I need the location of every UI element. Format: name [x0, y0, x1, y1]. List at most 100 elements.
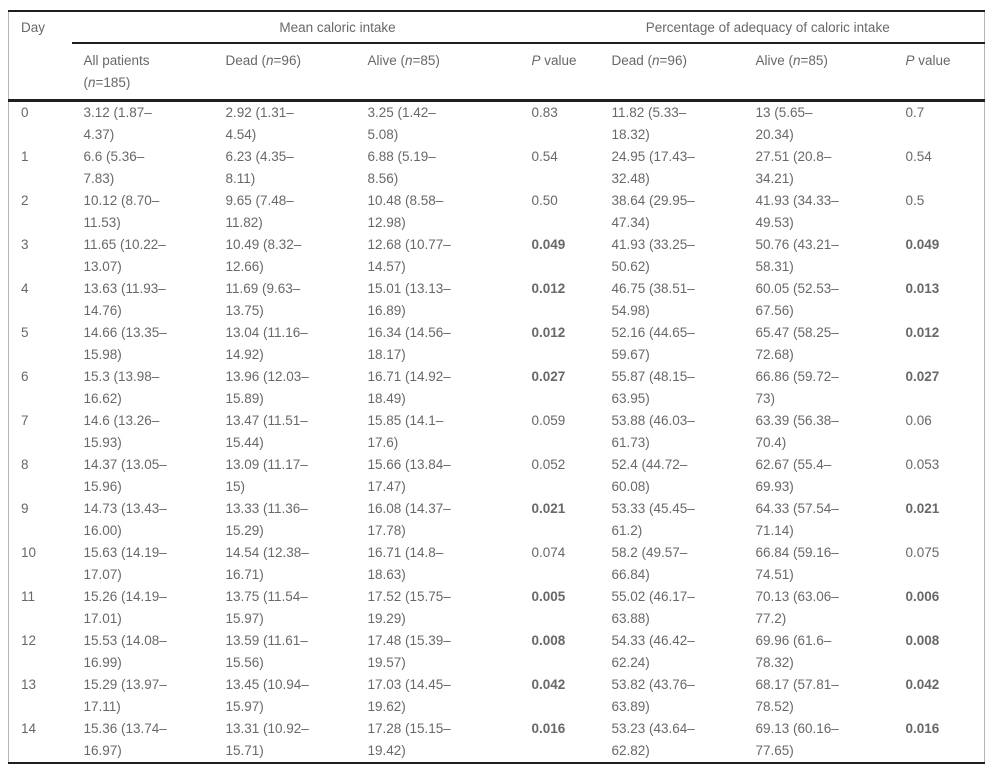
group-header-mean-caloric-intake: Mean caloric intake — [71, 11, 600, 44]
cell-pct-alive: 27.51 (20.8– 34.21) — [755, 149, 832, 186]
table-row: 12 15.53 (14.08– 16.99) 13.59 (11.61– 15.5… — [9, 630, 985, 674]
cell-p-mean: 0.008 — [531, 633, 566, 648]
cell-mean-alive: 16.08 (14.37– 17.78) — [367, 501, 451, 538]
cell-mean-alive: 16.71 (14.8– 18.63) — [367, 545, 444, 582]
cell-mean-alive: 6.88 (5.19– 8.56) — [367, 149, 436, 186]
cell-p-mean: 0.052 — [531, 457, 566, 472]
cell-mean-alive: 15.01 (13.13– 16.89) — [367, 281, 451, 318]
cell-p-mean: 0.059 — [531, 413, 566, 428]
cell-mean-all: 15.3 (13.98– 16.62) — [83, 369, 160, 406]
cell-mean-dead: 9.65 (7.48– 11.82) — [225, 193, 294, 230]
cell-p-pct: 0.016 — [905, 721, 940, 736]
cell-p-pct: 0.008 — [905, 633, 940, 648]
table-row: 3 11.65 (10.22– 13.07) 10.49 (8.32– 12.66)… — [9, 234, 985, 278]
cell-pct-dead: 46.75 (38.51– 54.98) — [611, 281, 695, 318]
column-header-day: Day — [8, 11, 72, 102]
cell-p-pct: 0.027 — [905, 369, 940, 384]
cell-day: 13 — [21, 677, 37, 692]
column-header-mean-dead: Dead (n=96) — [213, 43, 356, 102]
cell-day: 9 — [21, 501, 29, 516]
cell-p-pct: 0.7 — [905, 105, 925, 120]
cell-pct-alive: 66.86 (59.72– 73) — [755, 369, 839, 406]
cell-mean-all: 15.29 (13.97– 17.11) — [83, 677, 167, 714]
cell-mean-all: 15.36 (13.74– 16.97) — [83, 721, 167, 758]
cell-pct-dead: 53.33 (45.45– 61.2) — [611, 501, 695, 538]
cell-pct-alive: 60.05 (52.53– 67.56) — [755, 281, 839, 318]
cell-pct-dead: 55.02 (46.17– 63.88) — [611, 589, 695, 626]
cell-mean-all: 14.37 (13.05– 15.96) — [83, 457, 167, 494]
cell-day: 1 — [21, 149, 29, 164]
cell-p-pct: 0.053 — [905, 457, 940, 472]
cell-pct-alive: 41.93 (34.33– 49.53) — [755, 193, 839, 230]
cell-p-mean: 0.049 — [531, 237, 566, 252]
table-row: 4 13.63 (11.93– 14.76) 11.69 (9.63– 13.75)… — [9, 278, 985, 322]
column-header-mean-alive: Alive (n=85) — [355, 43, 520, 102]
cell-mean-alive: 17.48 (15.39– 19.57) — [367, 633, 451, 670]
cell-mean-dead: 13.33 (11.36– 15.29) — [225, 501, 308, 538]
cell-pct-dead: 11.82 (5.33– 18.32) — [611, 105, 687, 142]
cell-pct-alive: 63.39 (56.38– 70.4) — [755, 413, 839, 450]
cell-p-mean: 0.042 — [531, 677, 566, 692]
cell-day: 0 — [21, 105, 29, 120]
cell-mean-alive: 10.48 (8.58– 12.98) — [367, 193, 444, 230]
cell-p-pct: 0.006 — [905, 589, 940, 604]
cell-mean-alive: 15.66 (13.84– 17.47) — [367, 457, 451, 494]
cell-p-pct: 0.012 — [905, 325, 940, 340]
table-body: 0 3.12 (1.87– 4.37) 2.92 (1.31– 4.54) 3.25 … — [9, 101, 985, 764]
cell-mean-alive: 16.71 (14.92– 18.49) — [367, 369, 451, 406]
table-row: 2 10.12 (8.70– 11.53) 9.65 (7.48– 11.82) 10… — [9, 190, 985, 234]
cell-pct-dead: 52.16 (44.65– 59.67) — [611, 325, 695, 362]
cell-mean-all: 13.63 (11.93– 14.76) — [83, 281, 166, 318]
column-header-pct-p-value: P value — [893, 43, 985, 102]
caloric-intake-table: Day Mean caloric intake Percentage of ad… — [8, 10, 985, 764]
cell-mean-alive: 3.25 (1.42– 5.08) — [367, 105, 436, 142]
cell-pct-dead: 58.2 (49.57– 66.84) — [611, 545, 688, 582]
column-header-mean-p-value: P value — [519, 43, 600, 102]
cell-mean-alive: 17.03 (14.45– 19.62) — [367, 677, 451, 714]
table-row: 13 15.29 (13.97– 17.11) 13.45 (10.94– 15.9… — [9, 674, 985, 718]
table-row: 8 14.37 (13.05– 15.96) 13.09 (11.17– 15) 15… — [9, 454, 985, 498]
cell-mean-all: 10.12 (8.70– 11.53) — [83, 193, 160, 230]
cell-mean-all: 6.6 (5.36– 7.83) — [83, 149, 145, 186]
table-row: 5 14.66 (13.35– 15.98) 13.04 (11.16– 14.92… — [9, 322, 985, 366]
table-row: 6 15.3 (13.98– 16.62) 13.96 (12.03– 15.89)… — [9, 366, 985, 410]
cell-mean-dead: 13.09 (11.17– 15) — [225, 457, 308, 494]
cell-p-mean: 0.50 — [531, 193, 558, 208]
cell-mean-all: 14.73 (13.43– 16.00) — [83, 501, 167, 538]
cell-pct-alive: 68.17 (57.81– 78.52) — [755, 677, 839, 714]
column-header-pct-alive: Alive (n=85) — [743, 43, 894, 102]
cell-mean-dead: 10.49 (8.32– 12.66) — [225, 237, 302, 274]
cell-day: 4 — [21, 281, 29, 296]
cell-p-pct: 0.54 — [905, 149, 932, 164]
cell-p-mean: 0.012 — [531, 325, 566, 340]
cell-pct-dead: 24.95 (17.43– 32.48) — [611, 149, 695, 186]
cell-p-pct: 0.013 — [905, 281, 940, 296]
cell-mean-alive: 12.68 (10.77– 14.57) — [367, 237, 451, 274]
cell-day: 11 — [21, 589, 36, 604]
cell-mean-all: 15.26 (14.19– 17.01) — [83, 589, 167, 626]
table-row: 1 6.6 (5.36– 7.83) 6.23 (4.35– 8.11) 6.88 (… — [9, 146, 985, 190]
cell-pct-dead: 53.88 (46.03– 61.73) — [611, 413, 695, 450]
cell-mean-dead: 13.04 (11.16– 14.92) — [225, 325, 308, 362]
cell-p-pct: 0.5 — [905, 193, 925, 208]
cell-mean-dead: 14.54 (12.38– 16.71) — [225, 545, 309, 582]
column-header-row: All patients (n=185) Dead (n=96) Alive (… — [9, 43, 985, 102]
cell-p-pct: 0.049 — [905, 237, 940, 252]
cell-mean-dead: 13.45 (10.94– 15.97) — [225, 677, 309, 714]
cell-day: 5 — [21, 325, 29, 340]
table-row: 0 3.12 (1.87– 4.37) 2.92 (1.31– 4.54) 3.25 … — [9, 101, 985, 147]
cell-mean-dead: 13.75 (11.54– 15.97) — [225, 589, 308, 626]
group-header-percentage-adequacy: Percentage of adequacy of caloric intake — [599, 11, 985, 44]
cell-mean-all: 15.53 (14.08– 16.99) — [83, 633, 167, 670]
cell-pct-dead: 55.87 (48.15– 63.95) — [611, 369, 695, 406]
cell-p-mean: 0.012 — [531, 281, 566, 296]
cell-pct-alive: 62.67 (55.4– 69.93) — [755, 457, 832, 494]
cell-mean-dead: 13.59 (11.61– 15.56) — [225, 633, 308, 670]
cell-mean-all: 3.12 (1.87– 4.37) — [83, 105, 152, 142]
cell-pct-alive: 69.13 (60.16– 77.65) — [755, 721, 839, 758]
cell-mean-dead: 13.47 (11.51– 15.44) — [225, 413, 308, 450]
cell-mean-all: 15.63 (14.19– 17.07) — [83, 545, 167, 582]
cell-pct-alive: 70.13 (63.06– 77.2) — [755, 589, 839, 626]
cell-mean-dead: 2.92 (1.31– 4.54) — [225, 105, 294, 142]
cell-pct-alive: 69.96 (61.6– 78.32) — [755, 633, 832, 670]
